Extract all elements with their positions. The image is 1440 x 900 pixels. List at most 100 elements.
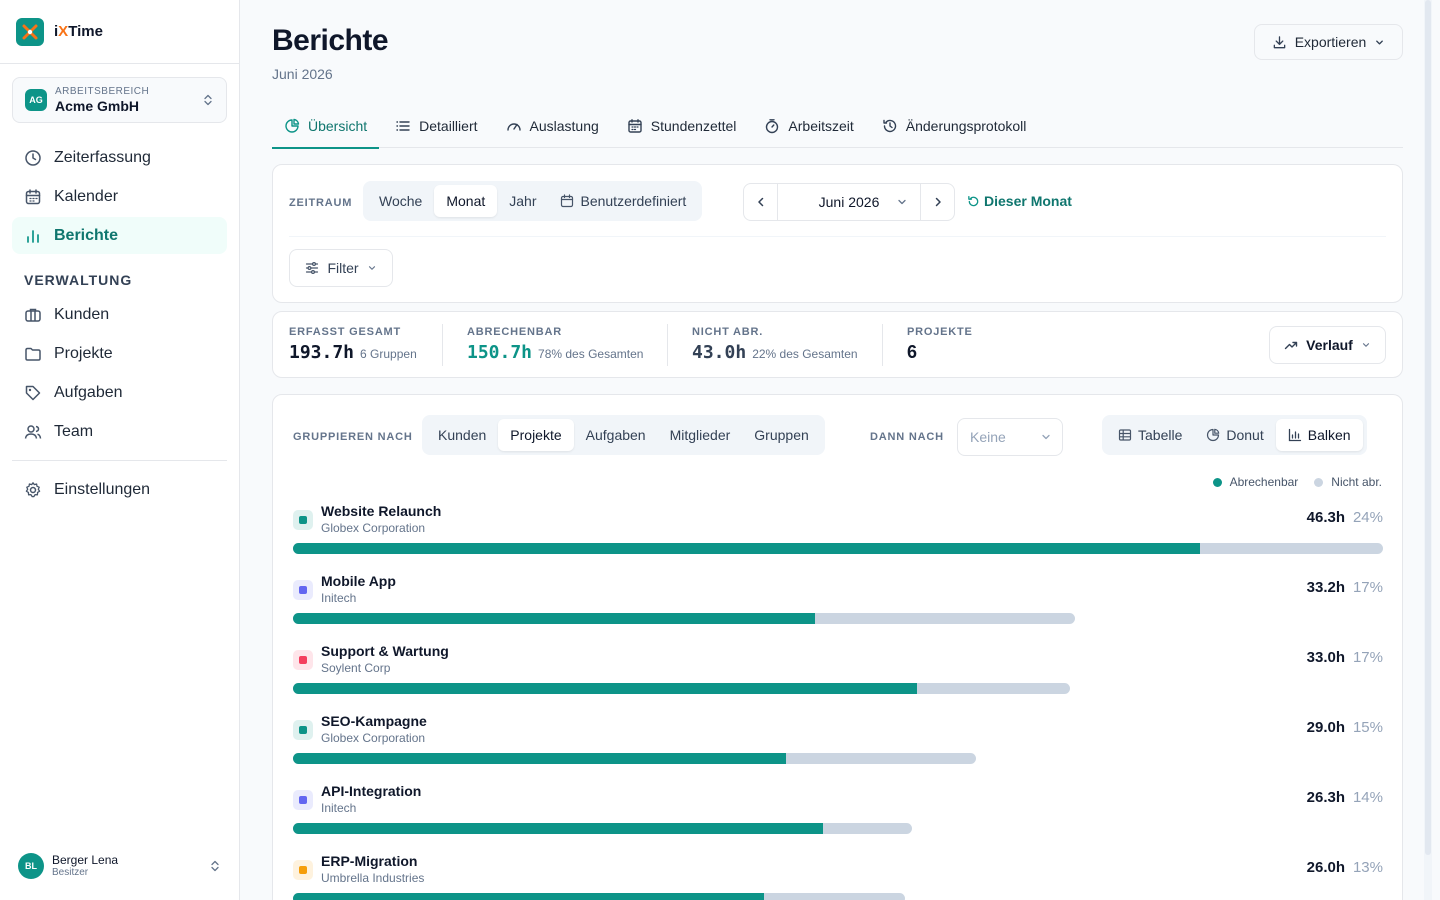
report-tabs: Übersicht Detailliert Auslastung Stunden…	[272, 104, 1403, 149]
period-woche[interactable]: Woche	[379, 193, 423, 209]
period-custom-label: Benutzerdefiniert	[580, 193, 687, 209]
bar-billable	[293, 683, 917, 694]
this-month-label: Dieser Monat	[984, 193, 1072, 209]
briefcase-icon	[25, 308, 41, 322]
bar-hours-label: 33.2h	[1306, 579, 1345, 596]
nav-item-kalender[interactable]: Kalender	[12, 178, 227, 215]
pie-icon	[285, 118, 300, 133]
period-label: ZEITRAUM	[289, 197, 353, 209]
trend-label: Verlauf	[1306, 337, 1353, 353]
chevron-down-icon	[1042, 434, 1050, 440]
workspace-label: ARBEITSBEREICH	[55, 86, 150, 97]
stopwatch-icon	[766, 119, 779, 134]
bar-billable	[293, 543, 1200, 554]
previous-month-button[interactable]	[744, 184, 778, 220]
next-month-button[interactable]	[920, 184, 954, 220]
nav-item-zeiterfassung[interactable]: Zeiterfassung	[12, 139, 227, 176]
legend-dot	[1314, 477, 1324, 487]
bar-percent-label: 13%	[1352, 859, 1383, 876]
bar-percent-label: 17%	[1352, 579, 1383, 596]
scrollbar[interactable]	[1424, 0, 1432, 900]
nav-section-verwaltung: VERWALTUNG	[24, 272, 133, 288]
bar-chart-icon	[27, 229, 39, 243]
group-mitglieder[interactable]: Mitglieder	[669, 427, 731, 443]
view-balken[interactable]: Balken	[1275, 419, 1363, 451]
stat-divider	[442, 324, 443, 366]
view-label: Donut	[1226, 427, 1264, 443]
tab-auslastung[interactable]: Auslastung	[494, 104, 611, 148]
page-title: Berichte	[272, 24, 389, 57]
nav-item-berichte[interactable]: Berichte	[12, 217, 227, 254]
project-color-icon	[293, 790, 313, 810]
filter-button[interactable]: Filter	[289, 249, 393, 287]
tab-uebersicht[interactable]: Übersicht	[272, 104, 380, 149]
nav-item-kunden[interactable]: Kunden	[12, 296, 227, 333]
period-jahr[interactable]: Jahr	[509, 193, 537, 209]
nav-item-einstellungen[interactable]: Einstellungen	[12, 471, 227, 508]
bar-non-billable	[293, 613, 1075, 624]
tab-detailliert[interactable]: Detailliert	[383, 104, 489, 148]
bar-row[interactable]: Mobile App Initech 33.2h 17%	[293, 571, 1383, 641]
tag-icon	[25, 385, 41, 400]
download-icon	[1273, 35, 1286, 48]
bar-percent-label: 17%	[1352, 649, 1383, 666]
bar-client-name: Soylent Corp	[321, 661, 391, 675]
tab-arbeitszeit[interactable]: Arbeitszeit	[752, 104, 865, 148]
then-by-select[interactable]: Keine	[957, 418, 1063, 456]
stat-label: PROJEKTE	[907, 326, 973, 338]
group-gruppen[interactable]: Gruppen	[754, 427, 809, 443]
view-tabelle[interactable]: Tabelle	[1106, 419, 1194, 451]
brand[interactable]: iXTime	[0, 0, 239, 64]
project-color-icon	[293, 860, 313, 880]
period-benutzerdefiniert[interactable]: Benutzerdefiniert	[548, 185, 698, 217]
chevron-up-down-icon	[204, 94, 212, 106]
bar-row[interactable]: SEO-Kampagne Globex Corporation 29.0h 15%	[293, 711, 1383, 781]
tab-label: Stundenzettel	[650, 118, 737, 134]
calendar-icon	[561, 194, 574, 208]
bar-hours-label: 29.0h	[1306, 719, 1345, 736]
bar-billable	[293, 613, 816, 624]
export-button[interactable]: Exportieren	[1254, 24, 1403, 60]
bar-row[interactable]: Website Relaunch Globex Corporation 46.3h 2…	[293, 501, 1383, 571]
view-donut[interactable]: Donut	[1194, 419, 1275, 451]
trend-button[interactable]: Verlauf	[1269, 326, 1386, 364]
nav-item-aufgaben[interactable]: Aufgaben	[12, 374, 227, 411]
history-icon	[883, 119, 896, 133]
workspace-switcher[interactable]: AG ARBEITSBEREICH Acme GmbH	[12, 77, 227, 123]
bar-percent-label: 15%	[1352, 719, 1383, 736]
nav-item-label: Team	[54, 422, 94, 440]
gauge-icon	[506, 123, 521, 131]
tab-label: Auslastung	[529, 118, 599, 134]
period-monat[interactable]: Monat	[434, 185, 498, 217]
filter-divider	[289, 236, 1386, 237]
nav-item-projekte[interactable]: Projekte	[12, 335, 227, 372]
group-kunden[interactable]: Kunden	[438, 427, 487, 443]
chevron-down-icon	[1376, 39, 1384, 45]
group-projekte[interactable]: Projekte	[498, 419, 574, 451]
main-nav: Zeiterfassung Kalender Berichte VERWALTU…	[0, 139, 239, 508]
bar-row[interactable]: Support & Wartung Soylent Corp 33.0h 17%	[293, 641, 1383, 711]
view-selector: Tabelle Donut Balken	[1102, 415, 1367, 455]
tab-stundenzettel[interactable]: Stundenzettel	[615, 104, 749, 148]
nav-divider	[12, 460, 227, 461]
stat-projects: PROJEKTE 6	[907, 326, 973, 363]
tab-aenderungsprotokoll[interactable]: Änderungsprotokoll	[870, 104, 1039, 148]
bar-percent-label: 24%	[1352, 509, 1383, 526]
bar-non-billable	[293, 753, 976, 764]
stat-label: ABRECHENBAR	[467, 326, 562, 338]
bar-row[interactable]: ERP-Migration Umbrella Industries 26.0h 13%	[293, 851, 1383, 900]
bar-billable	[293, 823, 824, 834]
bar-row[interactable]: API-Integration Initech 26.3h 14%	[293, 781, 1383, 851]
bar-project-name: SEO-Kampagne	[321, 713, 427, 729]
scrollbar-thumb[interactable]	[1425, 0, 1431, 855]
this-month-button[interactable]: Dieser Monat	[967, 193, 1072, 209]
group-aufgaben[interactable]: Aufgaben	[585, 427, 646, 443]
month-select[interactable]: Juni 2026	[778, 184, 920, 220]
user-menu[interactable]: BL Berger Lena Besitzer	[0, 832, 239, 900]
project-bar-chart: Website Relaunch Globex Corporation 46.3h 2…	[293, 501, 1383, 900]
month-select-value: Juni 2026	[818, 194, 880, 210]
nav-item-team[interactable]: Team	[12, 413, 227, 450]
avatar: BL	[18, 853, 44, 879]
refresh-icon	[968, 195, 979, 206]
stat-label: ERFASST GESAMT	[289, 326, 402, 338]
